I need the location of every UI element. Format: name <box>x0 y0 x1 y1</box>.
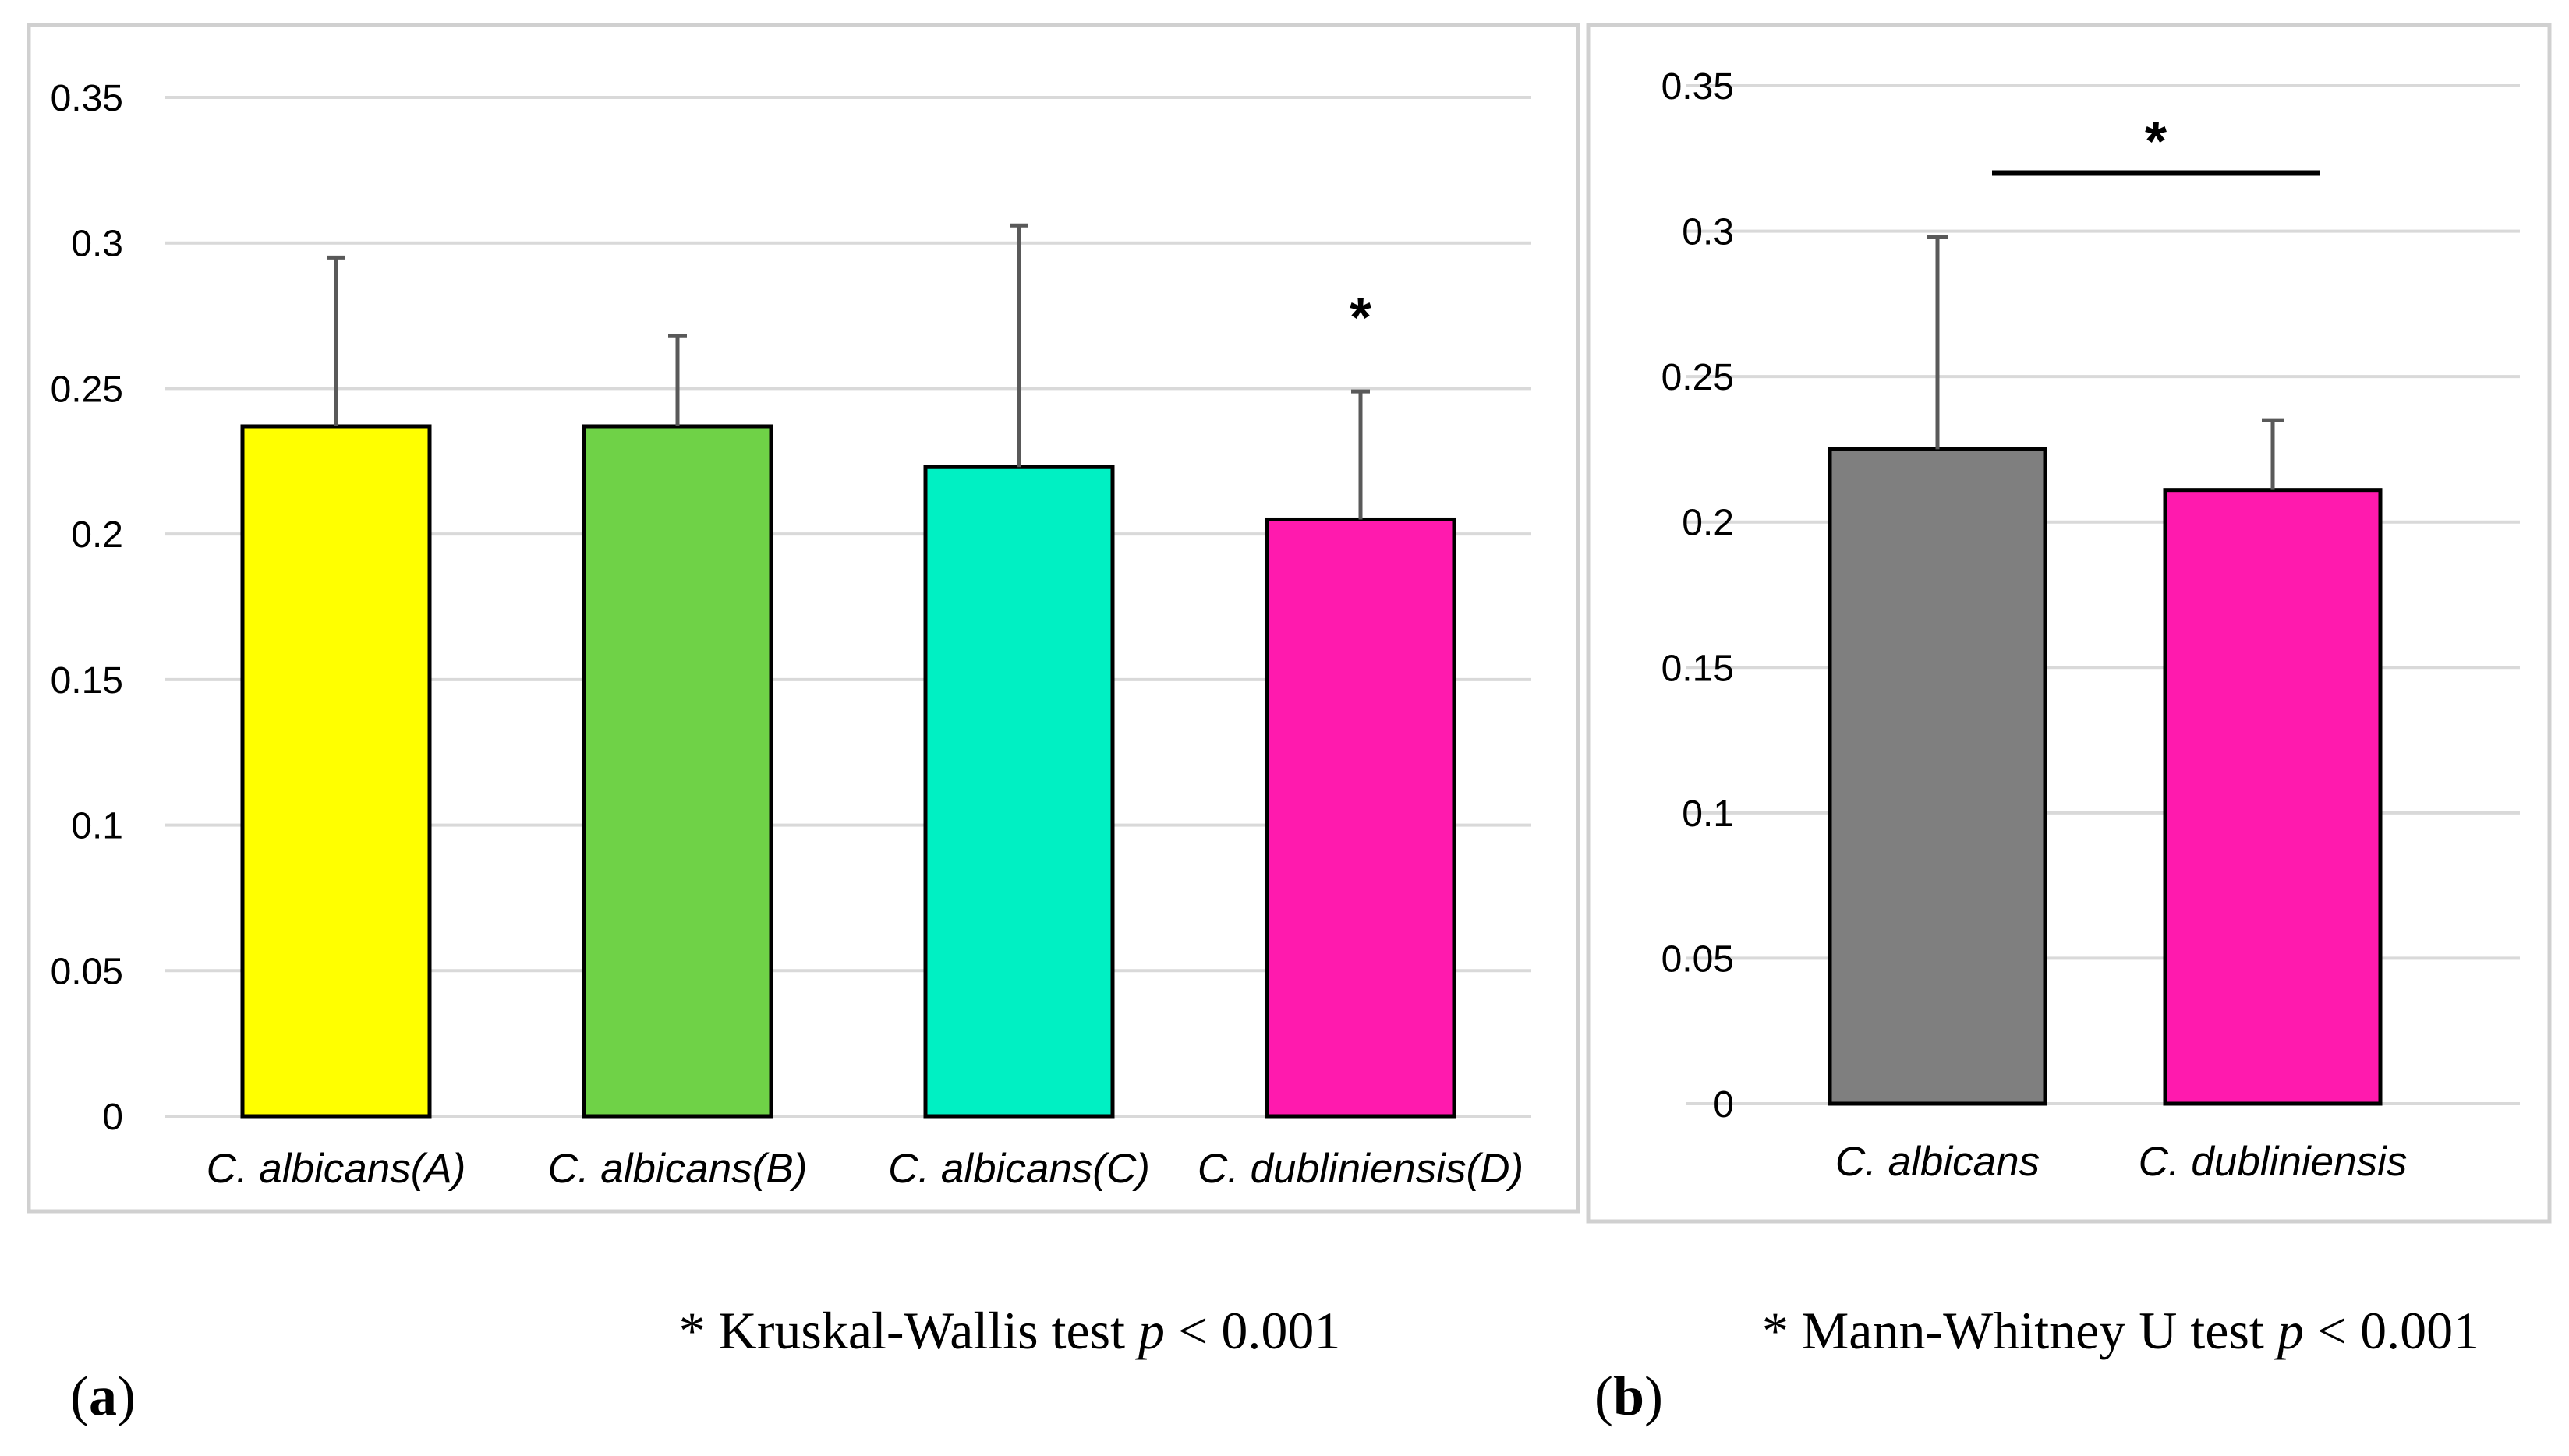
bar <box>923 465 1115 1119</box>
panel-b-significance-star: * <box>2145 111 2167 173</box>
y-tick-label: 0.15 <box>51 660 123 701</box>
y-tick-label: 0.25 <box>51 369 123 410</box>
panel-b-frame <box>1586 23 2552 1224</box>
panel-a-label: (a) <box>70 1365 136 1427</box>
category-label: C. albicans(A) <box>207 1146 466 1192</box>
category-label: C. albicans(C) <box>888 1146 1150 1192</box>
panel-b: 00.050.10.150.20.250.30.35 C. albicans C.… <box>1586 23 2552 1427</box>
panel-a-x-axis: C. albicans(A) C. albicans(B) C. albicans(… <box>207 1146 1524 1192</box>
panel-b-test-note-prefix: * Mann-Whitney U test <box>1762 1301 2277 1360</box>
y-tick-label: 0.3 <box>71 224 123 265</box>
bar <box>1828 447 2047 1106</box>
y-tick-label: 0.35 <box>51 78 123 119</box>
panel-b-bars <box>1828 447 2383 1106</box>
panel-a-significance-star: * <box>1350 287 1371 349</box>
panel-a-test-note-prefix: * Kruskal-Wallis test <box>679 1301 1138 1360</box>
y-tick-label: 0.3 <box>1682 212 1734 253</box>
panel-b-label: (b) <box>1594 1365 1663 1427</box>
y-tick-label: 0 <box>102 1097 123 1138</box>
panel-b-x-axis: C. albicans C. dubliniensis <box>1835 1139 2407 1185</box>
panel-a: 0 0.05 0.1 0.15 0.2 0.25 0.3 0.35 C. albicans(A… <box>27 23 1580 1427</box>
panel-b-y-axis: 0 0.05 0.1 0.15 0.2 0.25 0.3 0.35 <box>1661 66 1734 1126</box>
panel-a-test-note-suffix: < 0.001 <box>1165 1301 1340 1360</box>
y-tick-label: 0.25 <box>1661 357 1734 398</box>
panel-b-test-note: * Mann-Whitney U test p < 0.001 <box>1762 1301 2479 1360</box>
bar <box>582 424 773 1119</box>
panel-a-y-axis: 0 0.05 0.1 0.15 0.2 0.25 0.3 0.35 <box>51 78 123 1138</box>
bar <box>240 424 432 1119</box>
y-tick-label: 0.05 <box>1661 938 1734 980</box>
panel-a-error-bars <box>327 223 1370 520</box>
y-tick-label: 0.35 <box>1661 66 1734 108</box>
category-label: C. dubliniensis(D) <box>1198 1146 1523 1192</box>
y-tick-label: 0.2 <box>1682 503 1734 544</box>
y-tick-label: 0.15 <box>1661 648 1734 689</box>
category-label: C. albicans(B) <box>548 1146 808 1192</box>
category-label: C. albicans <box>1835 1139 2040 1185</box>
panel-b-test-note-p: p <box>2274 1301 2304 1360</box>
category-label: C. dubliniensis <box>2139 1139 2408 1185</box>
bar <box>1265 517 1456 1119</box>
y-tick-label: 0.05 <box>51 951 123 992</box>
panel-b-error-bars <box>1927 235 2284 490</box>
y-tick-label: 0.1 <box>71 806 123 847</box>
panel-a-bars <box>240 424 1456 1119</box>
y-tick-label: 0.1 <box>1682 793 1734 835</box>
panel-b-test-note-suffix: < 0.001 <box>2304 1301 2479 1360</box>
bar <box>2163 488 2383 1106</box>
y-tick-label: 0 <box>1713 1084 1734 1126</box>
panel-a-test-note-p: p <box>1135 1301 1165 1360</box>
y-tick-label: 0.2 <box>71 514 123 556</box>
panel-a-test-note: * Kruskal-Wallis test p < 0.001 <box>679 1301 1341 1360</box>
